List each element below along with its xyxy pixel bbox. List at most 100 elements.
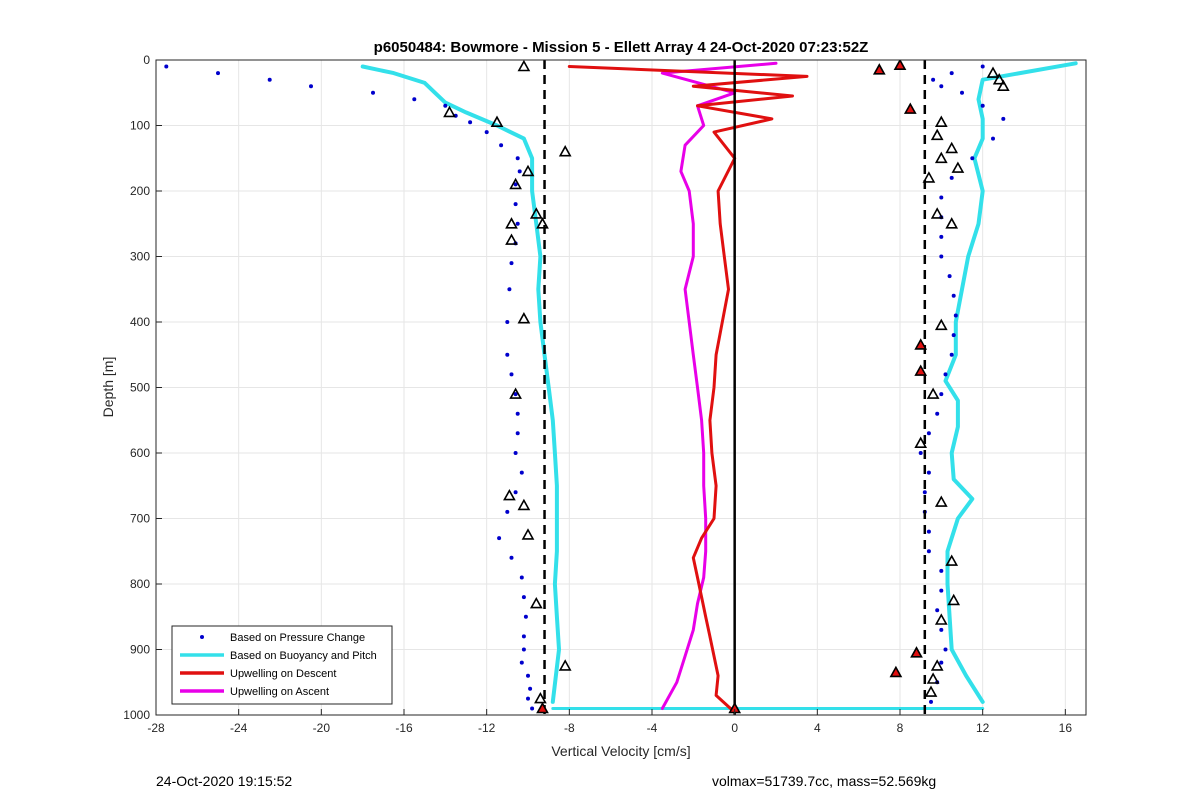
pressure-change-point (499, 143, 504, 148)
x-tick-label: 8 (897, 721, 904, 735)
pressure-change-point (939, 84, 944, 89)
red-triangle-marker (914, 364, 928, 376)
x-tick-label: 16 (1059, 721, 1073, 735)
pressure-change-point (507, 287, 512, 292)
pressure-change-point (505, 352, 510, 357)
y-tick-label: 0 (143, 53, 150, 67)
pressure-change-point (513, 202, 518, 207)
pressure-change-point (509, 261, 514, 266)
black-triangle-marker (503, 488, 516, 501)
pressure-change-point (513, 182, 518, 187)
x-tick-label: -20 (313, 721, 331, 735)
pressure-change-point (515, 221, 520, 226)
x-tick-label: -24 (230, 721, 248, 735)
pressure-change-point (980, 103, 985, 108)
black-triangle-marker (926, 672, 940, 684)
pressure-change-point (935, 608, 940, 613)
x-axis-label: Vertical Velocity [cm/s] (551, 743, 690, 759)
pressure-change-point (515, 431, 520, 436)
pressure-change-point (960, 90, 964, 95)
pressure-change-point (939, 660, 944, 665)
black-triangle-marker (945, 141, 959, 154)
red-triangle-marker (536, 701, 549, 714)
pressure-change-point (309, 84, 313, 89)
x-tick-label: 4 (814, 721, 821, 735)
x-tick-label: -12 (478, 721, 496, 735)
red-triangle-marker (872, 63, 886, 75)
black-triangle-marker (521, 528, 535, 540)
black-triangle-marker (509, 387, 522, 399)
x-tick-label: -16 (395, 721, 413, 735)
pressure-change-point (939, 588, 944, 593)
pressure-change-point (443, 103, 448, 108)
black-triangle-marker (558, 659, 572, 671)
pressure-change-point (949, 175, 954, 180)
pressure-change-point (929, 699, 933, 704)
black-triangle-marker (517, 312, 531, 324)
red-triangle-marker (910, 646, 923, 658)
black-triangle-marker (490, 115, 504, 127)
black-triangle-marker (529, 596, 543, 609)
red-triangle-marker (893, 60, 907, 70)
pressure-change-point (521, 647, 526, 652)
pressure-change-point (931, 77, 936, 82)
pressure-change-point (953, 313, 958, 318)
black-triangle-marker (945, 217, 959, 229)
buoyancy-pitch-descent-line (360, 64, 561, 704)
pressure-change-point (505, 509, 510, 514)
pressure-change-point (949, 352, 954, 357)
pressure-change-point (412, 97, 417, 102)
black-triangle-marker (914, 436, 928, 449)
black-triangle-marker (930, 659, 944, 671)
x-tick-label: -28 (147, 721, 165, 735)
pressure-change-point (509, 372, 514, 377)
pressure-change-point (519, 660, 524, 665)
black-triangle-marker (517, 498, 531, 511)
pressure-change-point (1001, 116, 1006, 121)
black-triangle-marker (505, 233, 518, 245)
data-area (164, 60, 1078, 715)
red-triangle-marker (914, 338, 928, 350)
black-triangle-marker (924, 685, 938, 697)
footer-summary: volmax=51739.7cc, mass=52.569kg (712, 773, 937, 789)
black-triangle-marker (505, 217, 518, 229)
black-triangle-marker (930, 207, 944, 219)
pressure-change-point (947, 274, 952, 279)
x-tick-label: -4 (647, 721, 658, 735)
legend-swatch-1 (200, 635, 204, 639)
x-tick-label: -8 (564, 721, 575, 735)
x-tick-label: 12 (976, 721, 990, 735)
black-triangle-marker (951, 161, 965, 173)
pressure-change-point (371, 90, 375, 95)
black-triangle-marker (443, 105, 456, 118)
pressure-change-point (980, 64, 985, 69)
black-triangle-marker (534, 691, 547, 704)
legend: Based on Pressure Change Based on Buoyanc… (171, 625, 393, 705)
black-triangle-marker (517, 60, 531, 72)
upwelling-descent-line (567, 65, 809, 710)
pressure-change-point (515, 156, 520, 161)
pressure-change-point (951, 333, 956, 338)
pressure-change-point (939, 195, 944, 200)
black-triangle-marker (930, 128, 944, 141)
pressure-change-point (918, 451, 923, 455)
y-tick-label: 100 (130, 119, 150, 133)
pressure-change-point (935, 411, 940, 416)
pressure-change-point (526, 696, 530, 701)
black-triangle-marker (509, 177, 522, 190)
pressure-change-point (939, 392, 944, 397)
legend-label-3: Upwelling on Descent (230, 668, 336, 680)
black-triangle-marker (934, 115, 948, 127)
pressure-change-point (970, 156, 975, 161)
footer-timestamp: 24-Oct-2020 19:15:52 (156, 773, 293, 789)
pressure-change-point (513, 490, 518, 495)
black-triangle-marker (529, 207, 543, 219)
pressure-change-point (949, 71, 954, 76)
black-triangle-marker (992, 73, 1006, 85)
pressure-change-point (484, 130, 489, 135)
pressure-change-point (530, 706, 535, 711)
pressure-change-point (519, 575, 524, 580)
y-tick-label: 600 (130, 446, 150, 460)
pressure-change-point (939, 627, 944, 632)
pressure-change-point (515, 411, 520, 416)
